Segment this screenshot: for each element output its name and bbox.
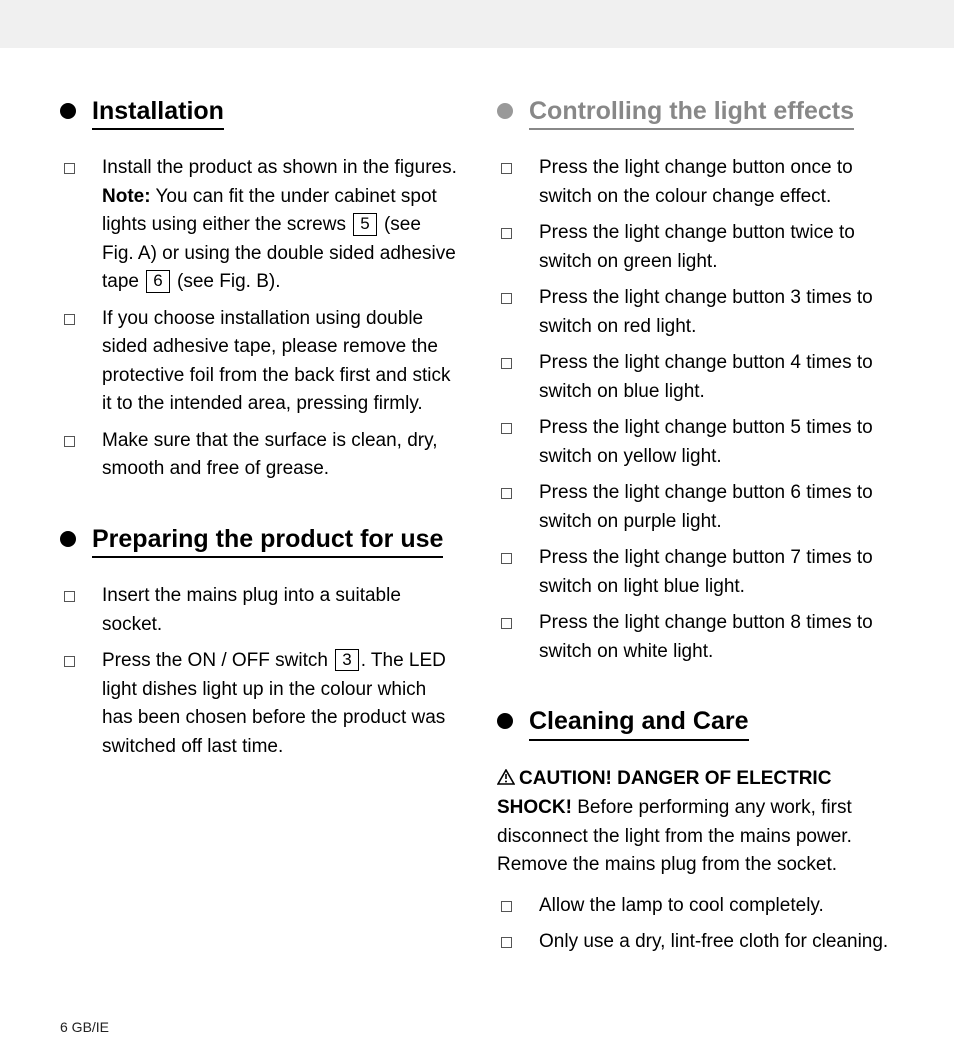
ref-box: 5 xyxy=(353,213,376,235)
bullet-icon xyxy=(497,103,513,119)
bullet-icon xyxy=(60,531,76,547)
section-installation: Installation Install the product as show… xyxy=(60,96,457,484)
preparing-list: Insert the mains plug into a suitable so… xyxy=(60,582,457,761)
heading-title: Controlling the light effects xyxy=(529,96,854,130)
text-fragment: Install the product as shown in the figu… xyxy=(102,157,457,178)
text-fragment: Press the light change button once to sw… xyxy=(539,157,853,207)
text-fragment: Insert the mains plug into a suitable so… xyxy=(102,585,401,635)
heading-installation: Installation xyxy=(60,96,457,130)
text-fragment: Allow the lamp to cool completely. xyxy=(539,895,824,916)
text-fragment: Press the light change button twice to s… xyxy=(539,222,855,272)
bullet-icon xyxy=(60,103,76,119)
heading-preparing: Preparing the product for use xyxy=(60,524,457,558)
section-preparing: Preparing the product for use Insert the… xyxy=(60,524,457,761)
list-item: Press the light change button once to sw… xyxy=(497,154,894,211)
text-fragment: Press the light change button 4 times to… xyxy=(539,352,873,402)
left-column: Installation Install the product as show… xyxy=(60,96,457,997)
installation-list: Install the product as shown in the figu… xyxy=(60,154,457,484)
list-item: If you choose installation using double … xyxy=(60,305,457,419)
section-cleaning: Cleaning and Care CAUTION! DANGER OF ELE… xyxy=(497,706,894,956)
cleaning-list: Allow the lamp to cool completely. Only … xyxy=(497,892,894,957)
list-item: Press the light change button 7 times to… xyxy=(497,544,894,601)
list-item: Press the light change button 5 times to… xyxy=(497,414,894,471)
page-footer: 6 GB/IE xyxy=(60,1019,109,1035)
list-item: Only use a dry, lint-free cloth for clea… xyxy=(497,928,894,957)
list-item: Press the light change button twice to s… xyxy=(497,219,894,276)
caution-paragraph: CAUTION! DANGER OF ELECTRIC SHOCK! Befor… xyxy=(497,765,894,880)
text-fragment: Make sure that the surface is clean, dry… xyxy=(102,430,437,480)
text-fragment: Press the light change button 3 times to… xyxy=(539,287,873,337)
columns: Installation Install the product as show… xyxy=(60,96,894,997)
list-item: Press the ON / OFF switch 3. The LED lig… xyxy=(60,647,457,761)
text-fragment: (see Fig. B). xyxy=(172,271,281,292)
list-item: Insert the mains plug into a suitable so… xyxy=(60,582,457,639)
text-fragment: Press the ON / OFF switch xyxy=(102,650,333,671)
heading-title: Installation xyxy=(92,96,224,130)
text-fragment: Press the light change button 8 times to… xyxy=(539,612,873,662)
note-label: Note: xyxy=(102,186,151,207)
list-item: Press the light change button 8 times to… xyxy=(497,609,894,666)
heading-controlling: Controlling the light effects xyxy=(497,96,894,130)
list-item: Press the light change button 6 times to… xyxy=(497,479,894,536)
ref-box: 3 xyxy=(335,649,358,671)
ref-box: 6 xyxy=(146,270,169,292)
section-controlling: Controlling the light effects Press the … xyxy=(497,96,894,666)
controlling-list: Press the light change button once to sw… xyxy=(497,154,894,666)
list-item: Press the light change button 3 times to… xyxy=(497,284,894,341)
bullet-icon xyxy=(497,713,513,729)
warning-icon xyxy=(497,766,515,795)
list-item: Allow the lamp to cool completely. xyxy=(497,892,894,921)
right-column: Controlling the light effects Press the … xyxy=(497,96,894,997)
page: Installation Install the product as show… xyxy=(0,48,954,1057)
heading-title: Cleaning and Care xyxy=(529,706,749,740)
text-fragment: Press the light change button 6 times to… xyxy=(539,482,873,532)
text-fragment: Press the light change button 5 times to… xyxy=(539,417,873,467)
list-item: Install the product as shown in the figu… xyxy=(60,154,457,297)
heading-title: Preparing the product for use xyxy=(92,524,443,558)
text-fragment: If you choose installation using double … xyxy=(102,308,450,415)
list-item: Press the light change button 4 times to… xyxy=(497,349,894,406)
heading-cleaning: Cleaning and Care xyxy=(497,706,894,740)
list-item: Make sure that the surface is clean, dry… xyxy=(60,427,457,484)
text-fragment: Only use a dry, lint-free cloth for clea… xyxy=(539,931,888,952)
text-fragment: Press the light change button 7 times to… xyxy=(539,547,873,597)
